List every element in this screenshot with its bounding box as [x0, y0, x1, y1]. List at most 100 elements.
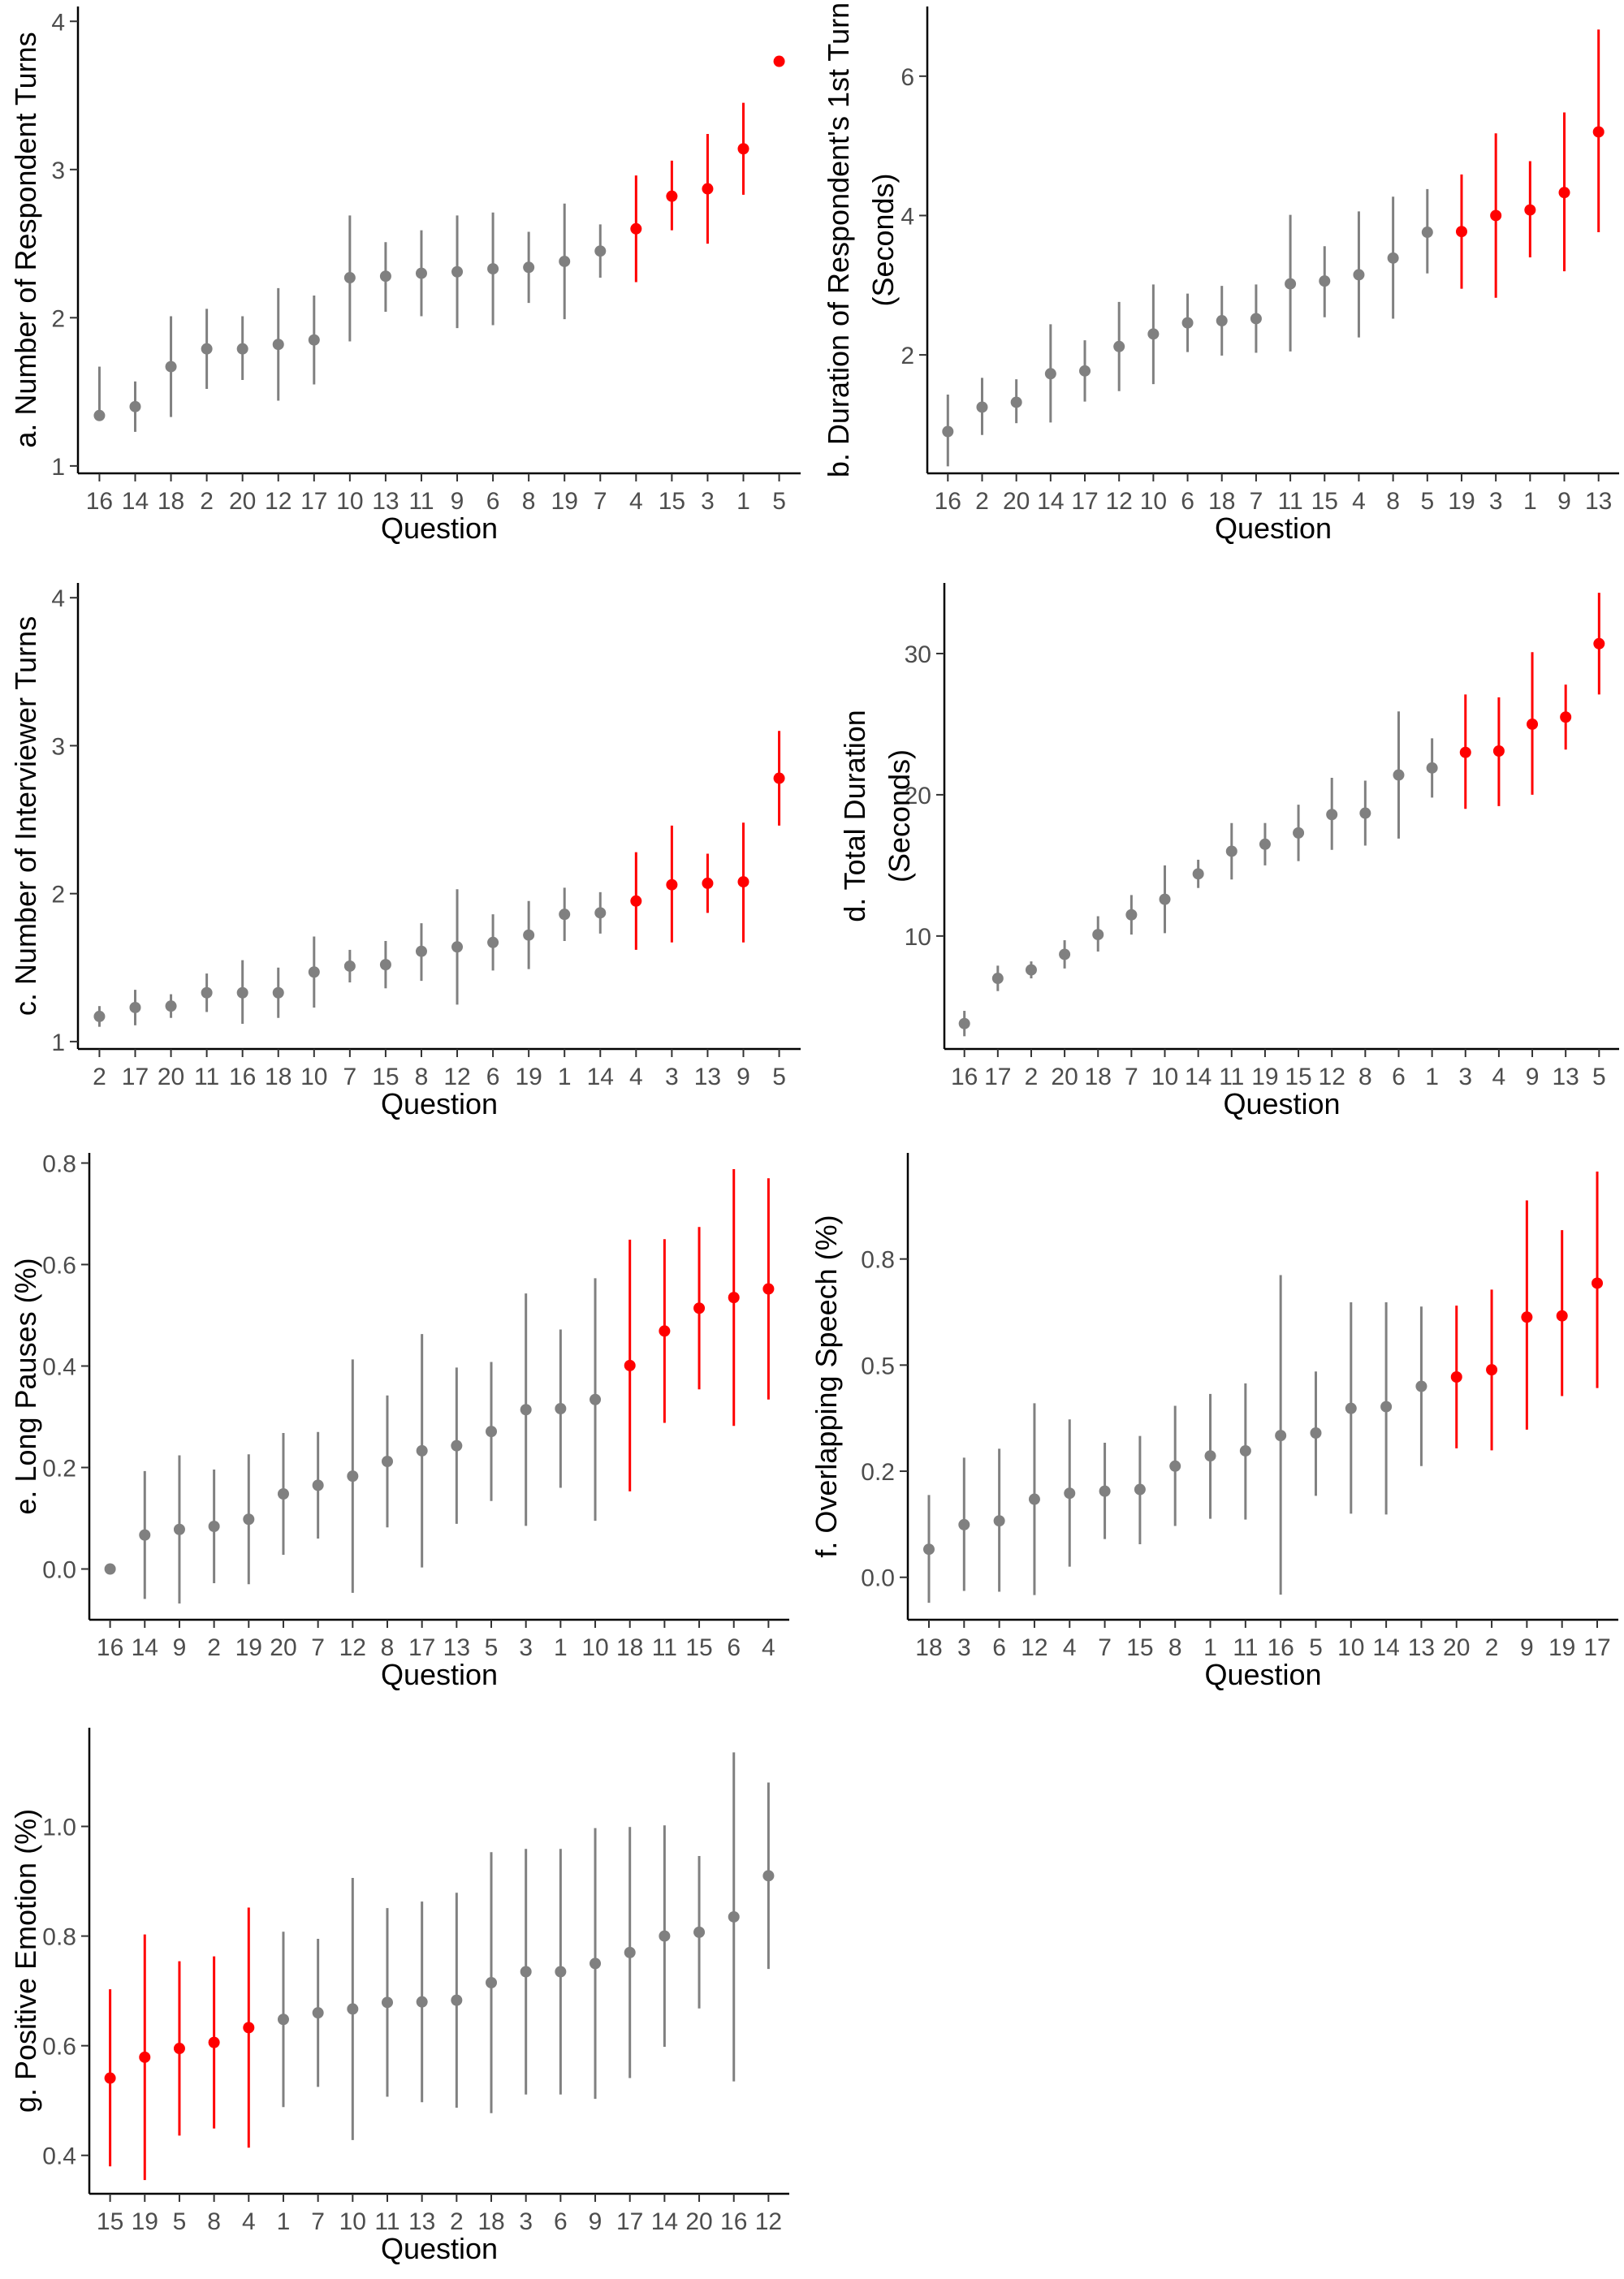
- data-point: [976, 401, 988, 413]
- x-tick-label: 2: [207, 1634, 221, 1661]
- data-point: [958, 1518, 970, 1530]
- data-point: [343, 960, 356, 972]
- data-point: [129, 400, 141, 412]
- data-point: [139, 2051, 151, 2063]
- data-point: [624, 1946, 636, 1958]
- x-tick-label: 5: [173, 2208, 187, 2235]
- data-point: [1492, 745, 1505, 757]
- x-tick-label: 17: [984, 1064, 1011, 1090]
- x-tick-label: 12: [1021, 1634, 1047, 1661]
- x-tick-label: 11: [374, 2208, 400, 2235]
- data-point: [1486, 1364, 1498, 1376]
- x-tick-label: 2: [93, 1064, 106, 1090]
- data-point: [1326, 809, 1338, 821]
- x-tick-label: 3: [519, 2208, 533, 2235]
- x-tick-label: 5: [485, 1634, 499, 1661]
- y-tick-label: 0.8: [42, 1151, 76, 1178]
- x-tick-label: 3: [519, 1634, 533, 1661]
- data-point: [1092, 929, 1104, 941]
- data-point: [773, 55, 785, 67]
- x-tick-label: 20: [270, 1634, 296, 1661]
- x-tick-label: 18: [1208, 488, 1235, 515]
- data-point: [942, 425, 954, 438]
- x-tick-label: 4: [629, 488, 643, 515]
- data-point: [1216, 315, 1228, 327]
- x-tick-label: 1: [554, 1634, 568, 1661]
- x-tick-label: 9: [1520, 1634, 1534, 1661]
- x-tick-label: 14: [1037, 488, 1064, 515]
- data-point: [666, 878, 678, 891]
- data-point: [630, 222, 642, 235]
- x-tick-label: 9: [1526, 1064, 1540, 1090]
- x-tick-label: 9: [589, 2208, 603, 2235]
- x-tick-label: 17: [1071, 488, 1098, 515]
- data-point: [236, 986, 248, 999]
- x-tick-label: 16: [97, 1634, 123, 1661]
- x-tick-label: 6: [992, 1634, 1006, 1661]
- data-point: [991, 973, 1004, 985]
- data-point: [555, 1403, 567, 1414]
- y-tick-label: 3: [51, 158, 65, 184]
- data-point: [659, 1325, 671, 1337]
- data-point: [381, 1456, 393, 1467]
- data-point: [312, 1479, 324, 1491]
- data-point: [590, 1393, 602, 1405]
- x-axis-title: Question: [1204, 1658, 1321, 1691]
- x-tick-label: 12: [265, 488, 292, 515]
- data-point: [1134, 1483, 1146, 1496]
- data-point: [728, 1292, 740, 1304]
- data-point: [1490, 209, 1502, 222]
- y-tick-label: 2: [901, 343, 914, 369]
- x-tick-label: 7: [311, 2208, 325, 2235]
- y-axis-title: (Seconds): [866, 173, 900, 306]
- data-point: [993, 1515, 1005, 1527]
- x-tick-label: 2: [1025, 1064, 1039, 1090]
- data-point: [590, 1957, 602, 1970]
- data-point: [451, 265, 464, 278]
- y-axis-title: c. Number of Interviewer Turns: [9, 616, 42, 1016]
- x-tick-label: 13: [694, 1064, 721, 1090]
- data-point: [415, 945, 427, 957]
- data-point: [1275, 1430, 1287, 1442]
- x-tick-label: 1: [736, 488, 750, 515]
- x-tick-label: 10: [1140, 488, 1167, 515]
- x-tick-label: 17: [300, 488, 327, 515]
- data-point: [243, 1513, 255, 1526]
- data-point: [922, 1543, 935, 1556]
- x-tick-label: 16: [229, 1064, 256, 1090]
- x-tick-label: 12: [443, 1064, 470, 1090]
- x-tick-label: 8: [1358, 1064, 1372, 1090]
- data-point: [737, 143, 749, 155]
- data-point: [594, 907, 607, 919]
- data-point: [1192, 868, 1204, 880]
- x-tick-label: 9: [1557, 488, 1571, 515]
- x-tick-label: 17: [122, 1064, 149, 1090]
- x-tick-label: 1: [277, 2208, 291, 2235]
- data-point: [308, 966, 320, 978]
- x-tick-label: 18: [915, 1634, 942, 1661]
- x-tick-label: 16: [935, 488, 961, 515]
- x-tick-label: 5: [772, 1064, 786, 1090]
- data-point: [523, 929, 535, 941]
- data-point: [1353, 269, 1365, 281]
- y-tick-label: 1: [51, 1029, 65, 1056]
- x-tick-label: 14: [132, 1634, 158, 1661]
- data-point: [312, 2007, 324, 2019]
- x-tick-label: 15: [685, 1634, 712, 1661]
- data-point: [165, 1000, 177, 1012]
- data-point: [1426, 762, 1438, 774]
- data-point: [1560, 711, 1572, 723]
- data-point: [1225, 845, 1237, 857]
- x-tick-label: 4: [629, 1064, 643, 1090]
- data-point: [773, 772, 785, 784]
- x-tick-label: 8: [207, 2208, 221, 2235]
- x-tick-label: 6: [486, 488, 500, 515]
- x-tick-label: 4: [1492, 1064, 1506, 1090]
- y-tick-label: 2: [51, 882, 65, 909]
- x-tick-label: 16: [951, 1064, 978, 1090]
- x-tick-label: 12: [755, 2208, 782, 2235]
- data-point: [347, 2003, 359, 2015]
- x-tick-label: 19: [515, 1064, 542, 1090]
- x-tick-label: 7: [1098, 1634, 1112, 1661]
